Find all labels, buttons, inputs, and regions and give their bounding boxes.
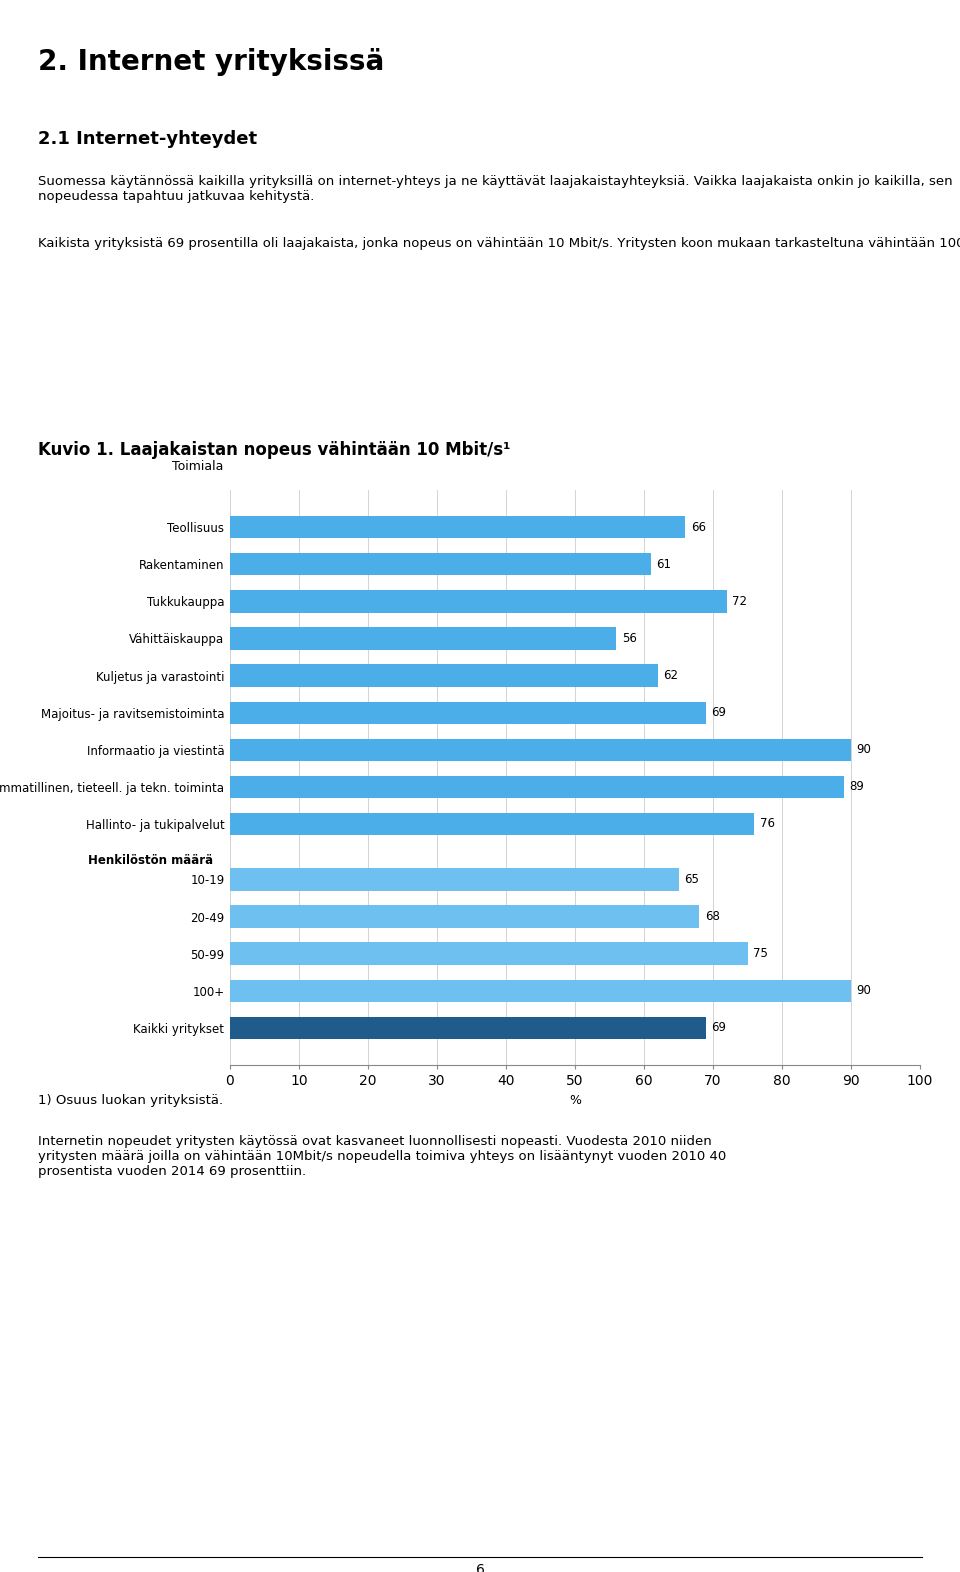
Text: 76: 76	[760, 817, 775, 830]
Bar	[230, 665, 658, 687]
Bar	[230, 979, 851, 1001]
Text: Toimiala: Toimiala	[172, 459, 223, 473]
Text: 1) Osuus luokan yrityksistä.: 1) Osuus luokan yrityksistä.	[38, 1094, 224, 1107]
Text: Internetin nopeudet yritysten käytössä ovat kasvaneet luonnollisesti nopeasti. V: Internetin nopeudet yritysten käytössä o…	[38, 1135, 727, 1177]
Bar	[230, 627, 616, 649]
Bar	[230, 739, 851, 761]
Bar	[230, 943, 748, 965]
Text: Kuvio 1. Laajakaistan nopeus vähintään 10 Mbit/s¹: Kuvio 1. Laajakaistan nopeus vähintään 1…	[38, 442, 511, 459]
Text: 89: 89	[850, 780, 865, 794]
Text: 69: 69	[711, 1022, 727, 1034]
Bar	[230, 813, 755, 835]
Bar	[230, 905, 699, 927]
Text: 90: 90	[856, 744, 872, 756]
Text: Henkilöstön määrä: Henkilöstön määrä	[87, 855, 213, 868]
Bar	[230, 553, 651, 575]
Text: Suomessa käytännössä kaikilla yrityksillä on internet-yhteys ja ne käyttävät laa: Suomessa käytännössä kaikilla yrityksill…	[38, 174, 953, 203]
Bar	[230, 701, 707, 723]
Text: 65: 65	[684, 872, 699, 887]
Bar	[230, 516, 685, 538]
Text: 90: 90	[856, 984, 872, 997]
Text: 68: 68	[705, 910, 720, 923]
Bar	[230, 1017, 707, 1039]
Text: 56: 56	[622, 632, 636, 645]
X-axis label: %: %	[569, 1094, 581, 1107]
Text: 61: 61	[657, 558, 671, 571]
Text: 72: 72	[732, 594, 747, 608]
Bar	[230, 868, 679, 891]
Bar	[230, 775, 844, 799]
Text: 6: 6	[475, 1563, 485, 1572]
Text: 69: 69	[711, 706, 727, 718]
Text: 2. Internet yrityksissä: 2. Internet yrityksissä	[38, 49, 385, 75]
Text: 62: 62	[663, 670, 679, 682]
Text: 66: 66	[691, 520, 706, 534]
Text: Kaikista yrityksistä 69 prosentilla oli laajakaista, jonka nopeus on vähintään 1: Kaikista yrityksistä 69 prosentilla oli …	[38, 237, 960, 250]
Bar	[230, 590, 727, 613]
Text: 2.1 Internet-yhteydet: 2.1 Internet-yhteydet	[38, 130, 257, 148]
Text: 75: 75	[753, 946, 768, 960]
